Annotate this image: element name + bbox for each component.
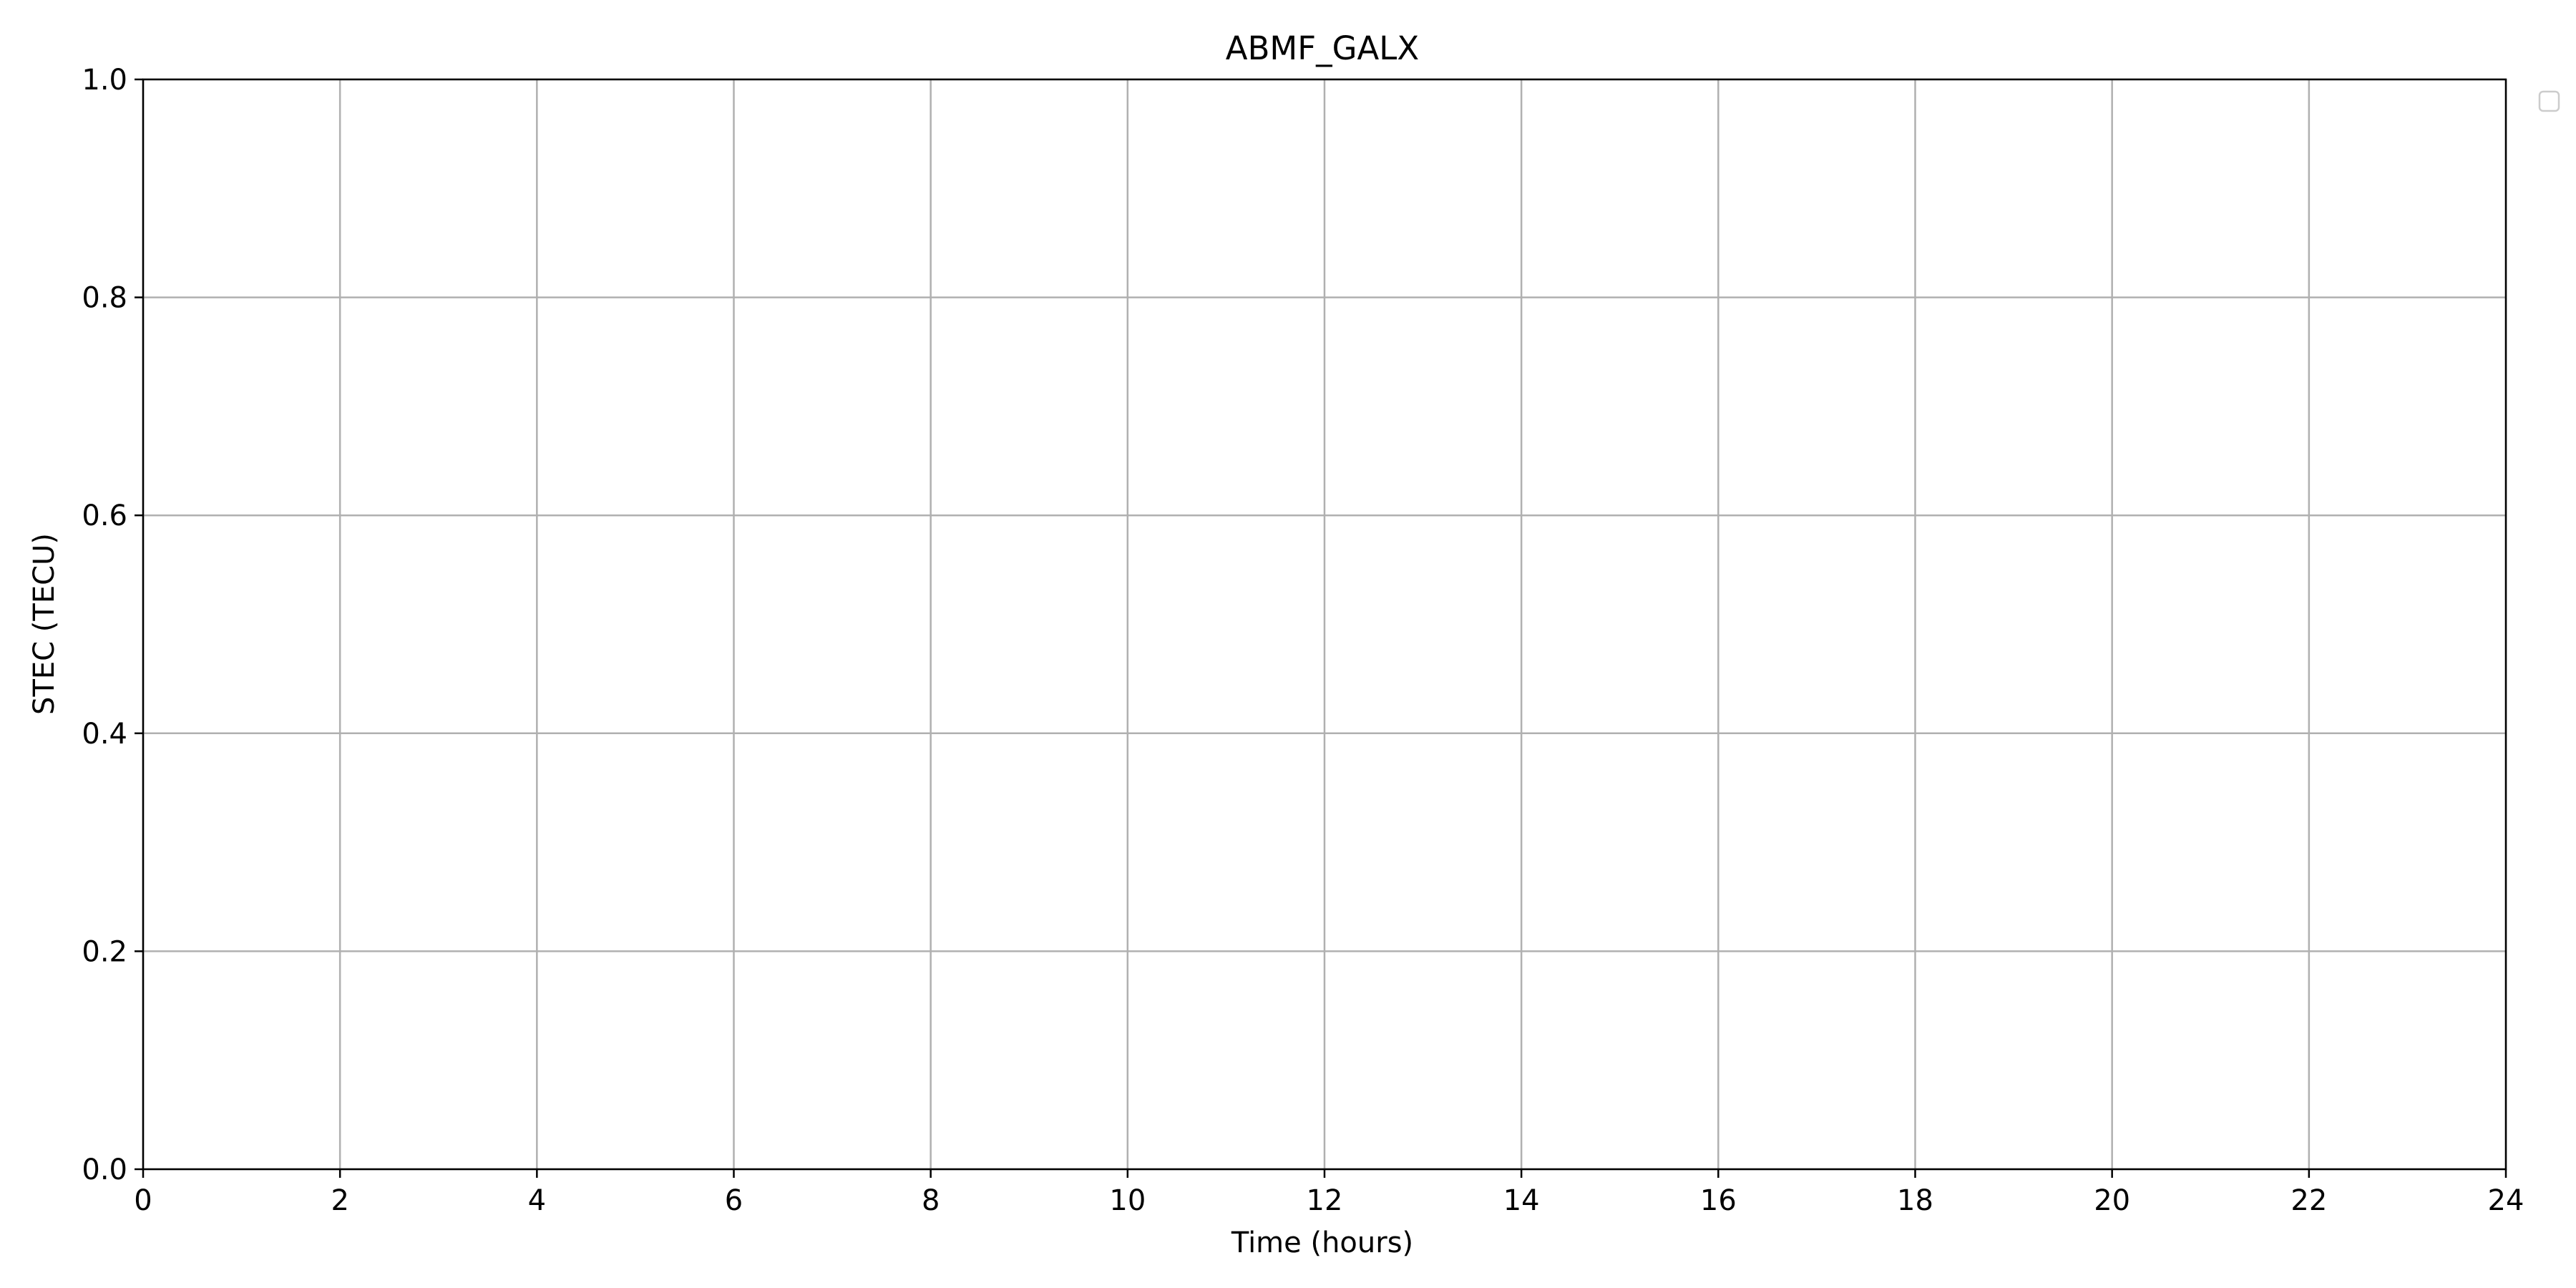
x-tick-label: 12 bbox=[1307, 1184, 1343, 1217]
y-tick-label: 1.0 bbox=[82, 64, 127, 97]
x-tick-label: 6 bbox=[725, 1184, 743, 1217]
x-tick-label: 4 bbox=[528, 1184, 546, 1217]
y-tick-label: 0.0 bbox=[82, 1153, 127, 1186]
y-tick-label: 0.6 bbox=[82, 499, 127, 532]
y-axis-label: STEC (TECU) bbox=[28, 533, 61, 715]
chart-title: ABMF_GALX bbox=[1226, 29, 1419, 67]
x-tick-label: 8 bbox=[922, 1184, 940, 1217]
x-tick-label: 22 bbox=[2290, 1184, 2327, 1217]
x-tick-label: 14 bbox=[1503, 1184, 1540, 1217]
x-tick-label: 10 bbox=[1109, 1184, 1146, 1217]
x-tick-label: 18 bbox=[1897, 1184, 1933, 1217]
x-tick-label: 20 bbox=[2094, 1184, 2130, 1217]
y-tick-label: 0.4 bbox=[82, 718, 127, 751]
x-axis-label: Time (hours) bbox=[1231, 1226, 1413, 1259]
x-tick-label: 0 bbox=[134, 1184, 152, 1217]
y-axis-ticks: 0.0 0.2 0.4 0.6 0.8 1.0 bbox=[82, 64, 143, 1186]
x-tick-label: 2 bbox=[331, 1184, 348, 1217]
legend-box bbox=[2538, 90, 2560, 112]
x-axis-ticks: 0 2 4 6 8 10 12 14 16 18 20 22 24 bbox=[134, 1169, 2524, 1217]
x-tick-label: 24 bbox=[2488, 1184, 2524, 1217]
x-tick-label: 16 bbox=[1700, 1184, 1737, 1217]
y-tick-label: 0.8 bbox=[82, 282, 127, 315]
y-tick-label: 0.2 bbox=[82, 935, 127, 968]
